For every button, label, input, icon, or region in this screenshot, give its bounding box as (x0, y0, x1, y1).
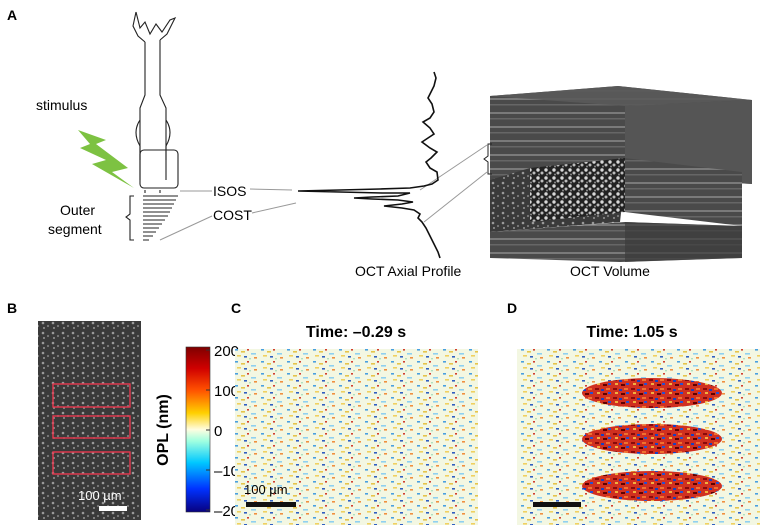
oct-axial-profile-curve (297, 71, 441, 259)
panel-c-letter: C (231, 300, 241, 316)
panel-d-title: Time: 1.05 s (586, 324, 677, 341)
colorbar-ticks (206, 349, 210, 511)
isos-label: ISOS (213, 183, 246, 199)
outer-segment-discs (143, 195, 178, 241)
panel-c-scalebar (246, 502, 296, 507)
oct-axial-profile-label: OCT Axial Profile (355, 263, 462, 279)
roi-box-2 (52, 415, 131, 439)
panel-b-scalebar (99, 506, 127, 511)
outer-segment-bracket (125, 195, 134, 241)
panel-d-response-bands (582, 378, 722, 501)
colorbar-tick-label: 100 (214, 383, 239, 400)
response-band-3 (582, 471, 722, 501)
panel-a-letter: A (7, 7, 17, 23)
roi-boxes (52, 383, 131, 475)
panel-c-opl-map (235, 349, 478, 525)
panel-b-letter: B (7, 300, 17, 316)
roi-box-1 (52, 383, 131, 408)
panel-d-scalebar (533, 502, 581, 507)
response-band-1 (582, 378, 722, 408)
colorbar-label: OPL (nm) (155, 394, 172, 466)
panel-b-photoreceptor-image (38, 321, 141, 520)
stimulus-lightning-icon (78, 130, 134, 188)
roi-box-3 (52, 451, 131, 475)
cost-label: COST (213, 207, 252, 223)
colorbar-tick-label: 0 (214, 423, 222, 440)
oct-volume-bracket (483, 143, 492, 175)
oct-volume-render (490, 86, 752, 262)
outer-segment-label-line1: Outer (60, 202, 95, 218)
panel-c-title: Time: –0.29 s (306, 324, 406, 341)
panel-c-scalebar-label: 100 µm (244, 482, 288, 497)
oct-volume-label: OCT Volume (570, 263, 650, 279)
photoreceptor-diagram (132, 11, 179, 193)
outer-segment-label-line2: segment (48, 221, 102, 237)
response-band-2 (582, 424, 722, 454)
colorbar-tick-label: 200 (214, 343, 239, 360)
stimulus-label: stimulus (36, 97, 87, 113)
panel-d-letter: D (507, 300, 517, 316)
layer-leader-lines (159, 144, 488, 241)
panel-b-scalebar-label: 100 µm (78, 488, 122, 503)
